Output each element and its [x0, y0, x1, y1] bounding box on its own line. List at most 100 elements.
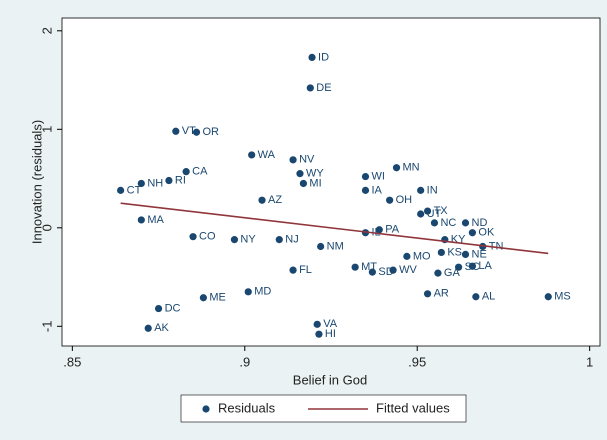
point-label: NC: [440, 217, 456, 229]
point-label: IA: [371, 184, 382, 196]
point: [430, 219, 439, 227]
point: [455, 263, 463, 271]
point-label: AR: [434, 288, 449, 300]
plot-area: [61, 17, 601, 347]
point-label: MI: [309, 177, 321, 189]
point: [386, 196, 394, 204]
point-label: WI: [371, 170, 384, 182]
point: [389, 266, 397, 274]
point-label: TX: [434, 205, 449, 217]
point: [144, 324, 152, 332]
x-tick-label: .95: [408, 354, 426, 369]
y-tick-label: 2: [39, 27, 54, 34]
point-label: FL: [299, 264, 312, 276]
point-label: CO: [199, 231, 216, 243]
legend-label: Residuals: [218, 400, 276, 415]
point: [244, 288, 252, 296]
y-tick-label: 0: [39, 224, 54, 231]
point-label: AZ: [268, 194, 282, 206]
x-axis-title: Belief in God: [293, 372, 367, 387]
point-label: OR: [203, 126, 220, 138]
point: [289, 266, 297, 274]
point: [351, 263, 359, 271]
point: [165, 176, 173, 185]
point-label: MS: [554, 291, 571, 303]
point-label: OK: [478, 227, 495, 239]
point-label: WA: [258, 149, 276, 161]
x-tick-label: 1: [586, 354, 593, 369]
point: [423, 207, 432, 215]
point-label: WV: [399, 264, 417, 276]
point-label: WY: [306, 168, 324, 180]
point: [468, 229, 476, 237]
point-label: AK: [154, 322, 169, 334]
point-label: NE: [472, 248, 487, 260]
point: [172, 127, 180, 135]
point: [461, 250, 470, 258]
point-label: MD: [254, 286, 271, 298]
point: [315, 330, 323, 338]
point-label: VT: [182, 125, 196, 137]
point-label: MO: [413, 250, 431, 262]
point-label: DE: [316, 82, 331, 94]
point-label: NM: [327, 240, 344, 252]
point: [199, 294, 207, 302]
point: [375, 226, 383, 234]
legend-label: Fitted values: [376, 400, 450, 415]
point: [423, 290, 432, 298]
legend-swatch: [202, 405, 210, 413]
point-label: CA: [192, 166, 208, 178]
point-label: HI: [325, 328, 336, 340]
point-label: IN: [427, 184, 438, 196]
point: [296, 170, 304, 178]
point: [182, 168, 190, 176]
y-axis-title: Innovation (residuals): [29, 120, 44, 244]
point-label: MN: [403, 162, 420, 174]
point: [306, 84, 314, 92]
point: [392, 164, 401, 172]
point-label: NH: [147, 177, 163, 189]
point-label: CT: [127, 184, 142, 196]
x-tick-label: .85: [63, 354, 81, 369]
point: [137, 216, 145, 224]
point-label: OH: [396, 194, 413, 206]
point-label: DC: [165, 302, 181, 314]
point: [192, 128, 201, 136]
y-tick-label: 1: [39, 126, 54, 133]
point: [361, 172, 370, 181]
point-label: NV: [299, 154, 315, 166]
point: [417, 210, 425, 218]
point-label: GA: [444, 267, 461, 279]
point: [317, 242, 325, 251]
point: [289, 156, 297, 164]
point: [154, 304, 163, 313]
point-label: TN: [489, 240, 504, 252]
point-label: LA: [478, 260, 492, 272]
point-label: ME: [209, 292, 226, 304]
point-label: PA: [385, 224, 400, 236]
point: [117, 186, 125, 194]
point: [308, 53, 316, 61]
point: [189, 233, 197, 241]
y-tick-label: -1: [39, 321, 54, 333]
point: [437, 248, 445, 257]
point: [313, 320, 321, 328]
point: [468, 262, 476, 270]
point: [368, 268, 376, 276]
point: [361, 186, 370, 194]
fitted-line: [120, 202, 549, 255]
point: [403, 252, 411, 260]
point-label: NJ: [285, 234, 298, 246]
point: [434, 269, 442, 277]
legend: [180, 394, 467, 423]
point-label: VA: [323, 318, 338, 330]
point: [299, 179, 308, 188]
point: [472, 293, 480, 301]
point: [137, 179, 145, 188]
point: [248, 151, 256, 159]
point: [230, 236, 239, 244]
x-tick-label: .9: [239, 354, 250, 369]
point: [544, 293, 552, 301]
